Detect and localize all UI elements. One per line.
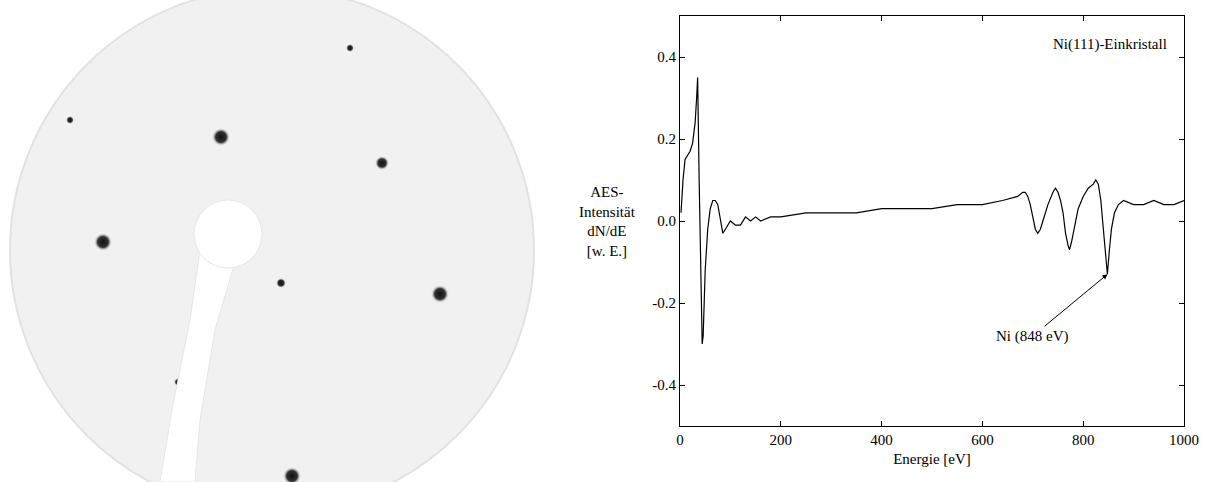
svg-text:AES-IntensitätdN/dE[w. E.]: AES-IntensitätdN/dE[w. E.]	[579, 184, 636, 259]
svg-text:400: 400	[870, 432, 893, 448]
svg-text:Ni (848 eV): Ni (848 eV)	[996, 328, 1068, 345]
svg-text:-0.4: -0.4	[652, 377, 676, 393]
svg-text:200: 200	[770, 432, 793, 448]
svg-text:800: 800	[1072, 432, 1095, 448]
svg-text:-0.2: -0.2	[652, 295, 676, 311]
svg-text:0.0: 0.0	[657, 213, 676, 229]
svg-text:600: 600	[971, 432, 994, 448]
svg-text:0.2: 0.2	[657, 131, 676, 147]
svg-text:0.4: 0.4	[657, 49, 676, 65]
svg-text:Ni(111)-Einkristall: Ni(111)-Einkristall	[1053, 36, 1167, 53]
svg-text:0: 0	[676, 432, 684, 448]
svg-text:1000: 1000	[1169, 432, 1199, 448]
svg-text:Energie [eV]: Energie [eV]	[893, 451, 971, 467]
